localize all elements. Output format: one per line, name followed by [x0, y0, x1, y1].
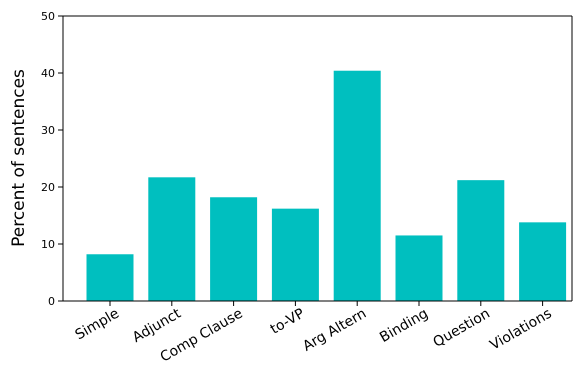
- bar-to-vp: [271, 208, 319, 301]
- bars-group: [86, 70, 567, 301]
- x-tick-label: Binding: [377, 306, 431, 346]
- bar-binding: [395, 235, 443, 301]
- y-tick-label: 40: [41, 67, 55, 80]
- bar-simple: [86, 254, 134, 301]
- x-tick-label: to-VP: [268, 306, 308, 338]
- y-tick-label: 10: [41, 238, 55, 251]
- y-axis-ticks: 0 10 20 30 40 50: [41, 10, 63, 308]
- bar-arg-altern: [333, 70, 381, 301]
- y-tick-label: 50: [41, 10, 55, 23]
- bar-violations: [519, 222, 567, 301]
- x-tick-label: Arg Altern: [300, 306, 369, 355]
- y-tick-label: 30: [41, 124, 55, 137]
- x-tick-label: Violations: [487, 306, 554, 354]
- x-tick-label: Adjunct: [130, 305, 184, 346]
- bar-comp-clause: [210, 197, 258, 301]
- bar-question: [457, 180, 505, 301]
- y-axis-title: Percent of sentences: [9, 69, 29, 247]
- x-tick-label: Question: [431, 306, 493, 351]
- y-tick-label: 20: [41, 181, 55, 194]
- bar-adjunct: [148, 177, 196, 301]
- y-tick-label: 0: [48, 295, 55, 308]
- x-tick-label: Simple: [73, 306, 122, 344]
